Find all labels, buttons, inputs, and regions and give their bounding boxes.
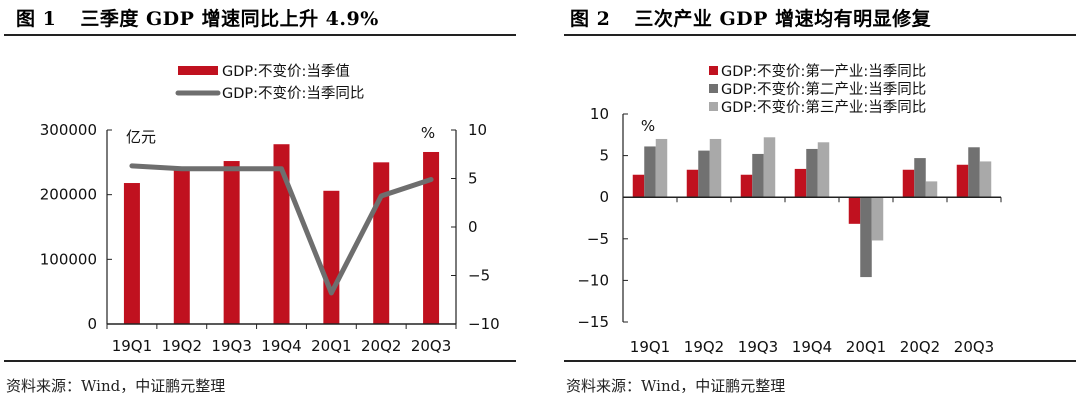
bar-20Q3 bbox=[423, 151, 440, 324]
gdp-chart: GDP:不变价:当季值 GDP:不变价:当季同比 0 100000 200000 3000… bbox=[40, 63, 500, 355]
x-tick-label: 19Q4 bbox=[792, 338, 832, 356]
figure-1-panel: 图 1 三季度 GDP 增速同比上升 4.9% GDP:不变价:当季值 GDP:不变… bbox=[0, 0, 520, 406]
right-axis-unit: % bbox=[421, 124, 435, 142]
legend-swatch-bar bbox=[178, 66, 218, 75]
bar-19Q2-series-1 bbox=[686, 169, 699, 198]
x-tick-label: 20Q2 bbox=[361, 337, 401, 355]
figure-2-source: 资料来源：Wind，中证鹏元整理 bbox=[566, 377, 786, 395]
legend-label-bar: GDP:不变价:当季值 bbox=[222, 63, 350, 80]
figure-1-source: 资料来源：Wind，中证鹏元整理 bbox=[6, 377, 226, 395]
y-tick-label: −10 bbox=[577, 271, 609, 289]
bar-19Q1-series-1 bbox=[632, 174, 645, 198]
bar-20Q1-series-1 bbox=[848, 197, 861, 224]
figure-1-number: 图 1 bbox=[16, 8, 57, 30]
bar-19Q4-series-2 bbox=[806, 148, 818, 198]
right-tick-label: 0 bbox=[468, 218, 478, 236]
y-tick-label: −15 bbox=[577, 313, 609, 331]
left-tick-label: 0 bbox=[87, 315, 97, 333]
bar-20Q1-series-2 bbox=[860, 197, 872, 278]
bar-19Q4-series-3 bbox=[817, 142, 830, 198]
bar-19Q3 bbox=[223, 161, 240, 324]
bar-20Q1 bbox=[323, 190, 340, 324]
x-tick-label: 20Q1 bbox=[311, 337, 351, 355]
bar-19Q1 bbox=[123, 183, 140, 324]
x-tick-label: 20Q3 bbox=[954, 338, 994, 356]
figure-1-title: 图 1 三季度 GDP 增速同比上升 4.9% bbox=[16, 4, 379, 31]
bar-20Q3-series-3 bbox=[979, 161, 992, 198]
legend-swatch-3 bbox=[709, 102, 718, 111]
footer-rule bbox=[564, 360, 1076, 362]
bar-19Q4-series-1 bbox=[794, 168, 807, 198]
x-tick-label: 19Q1 bbox=[630, 338, 670, 356]
left-tick-label: 100000 bbox=[40, 250, 97, 268]
bar-19Q4 bbox=[273, 144, 290, 324]
right-tick-label: 5 bbox=[468, 170, 478, 188]
x-tick-label: 19Q2 bbox=[162, 337, 202, 355]
bar-19Q3-series-1 bbox=[740, 174, 753, 198]
bar-20Q2 bbox=[373, 162, 390, 324]
bar-20Q1-series-3 bbox=[871, 197, 884, 241]
figure-2-title: 图 2 三次产业 GDP 增速均有明显修复 bbox=[570, 4, 931, 31]
x-tick-label: 19Q3 bbox=[738, 338, 778, 356]
y-tick-label: 0 bbox=[599, 188, 609, 206]
legend-swatch-2 bbox=[709, 84, 718, 93]
y-tick-label: 10 bbox=[590, 105, 609, 123]
y-axis-unit: % bbox=[641, 117, 655, 135]
x-tick-label: 20Q2 bbox=[900, 338, 940, 356]
left-axis-unit: 亿元 bbox=[126, 128, 156, 146]
figure-1-title-text: 三季度 GDP 增速同比上升 4.9% bbox=[80, 8, 379, 30]
bar-19Q3-series-2 bbox=[752, 153, 764, 198]
title-rule bbox=[564, 34, 1076, 36]
legend-label-1: GDP:不变价:第一产业:当季同比 bbox=[721, 62, 926, 80]
bar-20Q3-series-2 bbox=[968, 147, 980, 198]
bar-19Q1-series-2 bbox=[644, 146, 656, 198]
bar-19Q2-series-2 bbox=[698, 150, 710, 198]
bar-20Q2-series-2 bbox=[914, 158, 926, 198]
x-tick-label: 19Q1 bbox=[112, 337, 152, 355]
right-tick-label: −5 bbox=[468, 267, 490, 285]
title-rule bbox=[4, 34, 516, 36]
left-tick-label: 300000 bbox=[40, 121, 97, 139]
legend-label-3: GDP:不变价:第三产业:当季同比 bbox=[721, 98, 926, 116]
bar-20Q2-series-1 bbox=[902, 169, 915, 198]
right-tick-label: −10 bbox=[468, 315, 500, 333]
x-tick-label: 19Q4 bbox=[261, 337, 301, 355]
x-tick-label: 19Q3 bbox=[211, 337, 251, 355]
x-tick-label: 20Q3 bbox=[411, 337, 451, 355]
industry-growth-chart: GDP:不变价:第一产业:当季同比GDP:不变价:第二产业:当季同比GDP:不变… bbox=[577, 62, 1002, 356]
x-tick-label: 20Q1 bbox=[846, 338, 886, 356]
figure-2-number: 图 2 bbox=[570, 8, 611, 30]
legend-label-2: GDP:不变价:第二产业:当季同比 bbox=[721, 80, 926, 98]
right-tick-label: 10 bbox=[468, 121, 487, 139]
figure-2-title-text: 三次产业 GDP 增速均有明显修复 bbox=[634, 8, 932, 30]
figure-2-panel: 图 2 三次产业 GDP 增速均有明显修复 GDP:不变价:第一产业:当季同比 GD… bbox=[560, 0, 1080, 406]
bar-19Q1-series-3 bbox=[655, 138, 668, 198]
bar-20Q2-series-3 bbox=[925, 181, 938, 198]
bar-20Q3-series-1 bbox=[956, 164, 969, 198]
bar-19Q3-series-3 bbox=[763, 137, 776, 198]
y-tick-label: −5 bbox=[587, 230, 609, 248]
left-tick-label: 200000 bbox=[40, 186, 97, 204]
y-tick-label: 5 bbox=[599, 147, 609, 165]
legend-swatch-1 bbox=[709, 66, 718, 75]
bar-19Q2 bbox=[173, 168, 190, 324]
bar-19Q2-series-3 bbox=[709, 138, 722, 198]
legend-label-line: GDP:不变价:当季同比 bbox=[222, 85, 364, 102]
x-tick-label: 19Q2 bbox=[684, 338, 724, 356]
footer-rule bbox=[4, 360, 516, 362]
